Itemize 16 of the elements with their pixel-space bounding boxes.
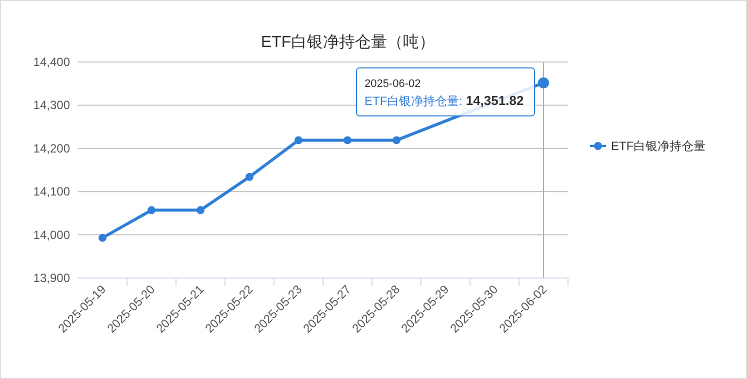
point xyxy=(98,234,106,242)
point xyxy=(246,172,254,181)
point xyxy=(344,136,352,144)
point xyxy=(392,136,400,144)
y-tick-label: 14,000 xyxy=(33,228,70,242)
legend-label: ETF白银净持仓量 xyxy=(611,139,706,153)
annotation: 2025-06-02 ETF白银净持仓量: 14,351.82 xyxy=(364,78,524,108)
point xyxy=(294,136,302,144)
y-tick-label: 13,900 xyxy=(33,271,70,285)
point xyxy=(148,206,156,214)
y-tick-label: 14,300 xyxy=(33,98,70,112)
chart-title: ETF白银净持仓量（吨） xyxy=(260,33,436,51)
y-tick-label: 14,400 xyxy=(33,55,70,69)
point xyxy=(196,206,204,214)
y-tick-label: 14,100 xyxy=(33,184,70,199)
y-tick-label: 14,200 xyxy=(33,141,70,156)
